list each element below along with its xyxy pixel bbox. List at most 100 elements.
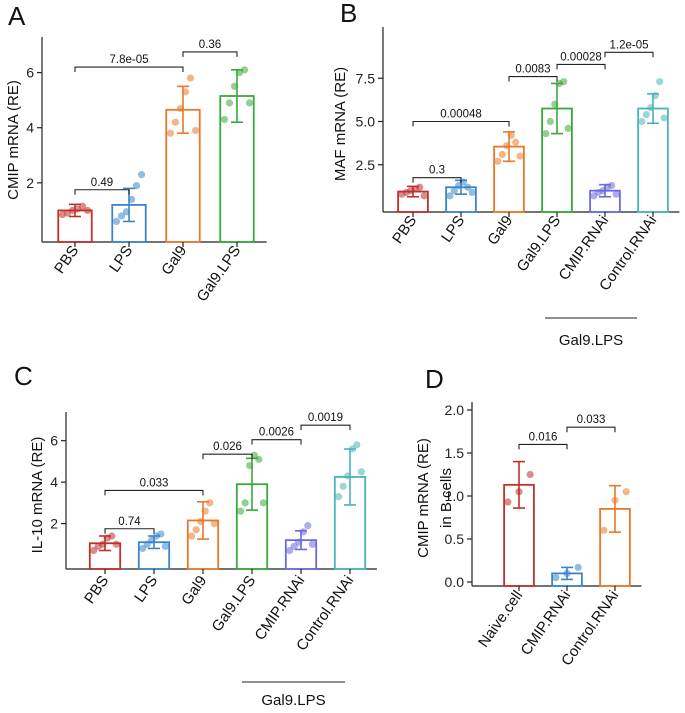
p-value-label: 0.0019 (308, 412, 343, 424)
chart-panel-d: D 0.0 0.5 1.0 1.5 2.0 CMIP mRNA (RE) in B cells… (415, 364, 642, 669)
p-value-label: 0.033 (577, 414, 606, 426)
data-point (416, 183, 424, 191)
data-point (660, 114, 668, 122)
data-point (83, 206, 92, 215)
data-point (286, 546, 294, 555)
data-point (504, 498, 512, 506)
x-tick-label: LPS (131, 573, 161, 606)
data-point (546, 117, 554, 126)
significance-bracket (518, 443, 568, 450)
data-point (139, 544, 147, 553)
y-tick-label: 7.5 (356, 70, 376, 86)
data-point (210, 519, 218, 528)
significance-bracket (566, 426, 616, 433)
data-point (339, 482, 347, 490)
y-tick-label: 1.5 (445, 445, 465, 461)
significance-bracket (74, 66, 184, 73)
data-point (642, 110, 650, 119)
significance-bracket (104, 528, 155, 534)
data-point (564, 124, 572, 133)
data-point (186, 74, 195, 82)
significance-bracket (556, 63, 606, 70)
p-value-label: 7.8e-05 (109, 54, 148, 66)
significance-bracket (412, 120, 510, 127)
y-tick-label: 1.0 (445, 488, 465, 504)
data-point (240, 66, 249, 74)
significance-bracket (604, 51, 654, 58)
y-tick-label: 4 (26, 120, 34, 136)
data-point (220, 115, 229, 124)
data-point (237, 507, 245, 515)
data-point (241, 499, 249, 507)
p-value-label: 0.3 (429, 165, 445, 177)
p-value-label: 0.016 (529, 431, 558, 443)
panel-letter: B (340, 0, 357, 28)
significance-bracket (508, 75, 558, 82)
p-value-label: 0.49 (91, 177, 113, 189)
data-point (420, 192, 428, 200)
y-tick-label: 6 (26, 65, 34, 81)
data-point (353, 441, 361, 449)
panel-letter: C (14, 361, 33, 391)
data-point (191, 126, 200, 135)
data-point (464, 183, 472, 191)
y-tick-label: 2 (26, 175, 34, 191)
y-axis-title-line2: in B cells (438, 468, 455, 528)
y-tick-label: 5.0 (356, 114, 376, 130)
p-value-label: 0.00028 (560, 51, 602, 63)
data-point (304, 522, 312, 530)
data-point (245, 99, 254, 107)
data-point (112, 217, 121, 226)
data-point (468, 188, 476, 197)
data-point (308, 540, 316, 548)
data-point (446, 192, 454, 200)
data-point (225, 99, 234, 107)
data-point (132, 182, 141, 190)
data-point (137, 170, 146, 179)
panel-letter: A (8, 1, 26, 31)
data-point (612, 190, 620, 198)
p-value-label: 0.00048 (440, 109, 482, 121)
data-point (494, 157, 502, 165)
data-point (290, 542, 298, 550)
significance-bracket (74, 189, 130, 195)
y-axis-title: CMIP mRNA (RE) (5, 80, 22, 200)
data-point (552, 574, 560, 582)
p-value-label: 0.36 (199, 39, 221, 51)
x-tick-label: CMIP.RNAi (251, 573, 308, 644)
p-value-label: 0.0083 (515, 64, 550, 76)
x-tick-label: PBS (81, 573, 112, 607)
data-point (161, 542, 169, 550)
significance-bracket (412, 177, 462, 183)
data-point (638, 117, 646, 126)
x-tick-label: PBS (389, 213, 420, 247)
data-point (90, 546, 98, 555)
significance-bracket (202, 453, 253, 460)
data-point (117, 212, 126, 220)
data-point (335, 493, 343, 501)
y-axis-title: IL-10 mRNA (RE) (29, 437, 46, 554)
significance-bracket (104, 489, 204, 496)
data-point (526, 470, 534, 479)
x-tick-label: PBS (51, 243, 82, 277)
x-tick-label: Gal9.LPS (209, 573, 260, 635)
data-point (143, 540, 151, 548)
x-tick-label: LPS (438, 213, 468, 246)
group-label: Gal9.LPS (559, 332, 623, 349)
data-point (542, 130, 550, 138)
significance-bracket (300, 424, 351, 431)
data-point (512, 138, 520, 146)
y-tick-label: 6 (50, 433, 58, 449)
p-value-label: 0.74 (118, 516, 141, 528)
y-tick-label: 2 (50, 516, 58, 532)
y-tick-label: 0.0 (445, 574, 465, 590)
x-tick-label: Gal9.LPS (194, 243, 245, 305)
data-point (608, 181, 616, 190)
data-point (357, 468, 365, 476)
data-point (192, 526, 200, 534)
p-value-label: 0.026 (213, 441, 242, 453)
data-point (255, 455, 263, 463)
